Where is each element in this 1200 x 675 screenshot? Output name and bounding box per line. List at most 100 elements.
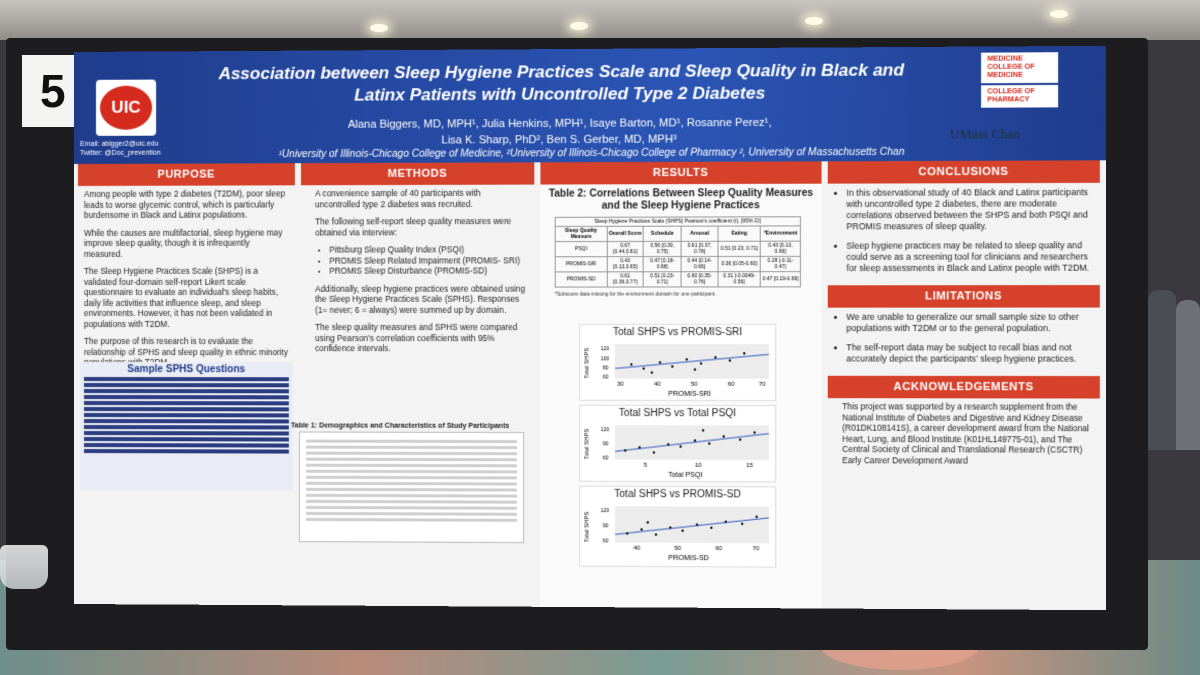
svg-text:120: 120 bbox=[601, 508, 610, 514]
scatter-plot-promis-sri: Total SHPS vs PROMIS-SRI Total SHPS 30 4… bbox=[579, 324, 776, 401]
question-row bbox=[84, 377, 289, 381]
table2-caption: Sleep Hygiene Practices Scale (SHPS) Pea… bbox=[555, 217, 800, 227]
scatter-svg: Total SHPS 30 40 50 60 70 120 100 80 60 … bbox=[580, 338, 775, 399]
sample-questions-panel: Sample SPHS Questions bbox=[80, 362, 293, 491]
table2-note: *Subscore data missing for the environme… bbox=[555, 291, 822, 297]
sample-questions-heading: Sample SPHS Questions bbox=[80, 362, 293, 375]
results-heading: RESULTS bbox=[540, 161, 821, 184]
table-row: PROMIS-SD 0.61 [0.36,0.77] 0.51 [0.23-0.7… bbox=[555, 272, 800, 287]
table2-title: Table 2: Correlations Between Sleep Qual… bbox=[540, 188, 821, 213]
svg-text:40: 40 bbox=[654, 382, 662, 388]
plot-ylabel: Total SHPS bbox=[584, 511, 590, 542]
svg-text:10: 10 bbox=[695, 463, 703, 469]
plastic-cup bbox=[0, 545, 48, 589]
question-row bbox=[84, 389, 289, 393]
table1 bbox=[299, 432, 524, 544]
svg-text:70: 70 bbox=[759, 382, 767, 388]
acknowledgements-heading: ACKNOWLEDGEMENTS bbox=[828, 376, 1100, 399]
question-row bbox=[84, 419, 289, 423]
svg-text:15: 15 bbox=[746, 463, 754, 469]
ceiling-light bbox=[1050, 10, 1068, 18]
methods-column: METHODS A convenience sample of 40 parti… bbox=[301, 162, 534, 366]
college-of-medicine-logo: MEDICINE COLLEGE OF MEDICINE bbox=[981, 52, 1058, 83]
scatter-svg: Total SHPS 5 10 15 120 90 60 Total PSQI bbox=[580, 419, 775, 480]
question-row bbox=[84, 395, 289, 399]
svg-text:40: 40 bbox=[633, 546, 641, 552]
svg-text:60: 60 bbox=[728, 382, 736, 388]
svg-text:5: 5 bbox=[644, 463, 648, 469]
plot-ylabel: Total SHPS bbox=[584, 348, 590, 379]
methods-text: A convenience sample of 40 participants … bbox=[301, 185, 534, 366]
svg-text:60: 60 bbox=[603, 375, 609, 381]
ceiling bbox=[0, 0, 1200, 40]
table-row: PROMIS-SRI 0.43 [0.13,0.65] 0.47 [0.18-0.… bbox=[555, 256, 800, 272]
plot-xlabel: PROMIS-SD bbox=[668, 555, 709, 562]
contact-info: Email: abigger2@uic.edu Twitter: @Doc_pr… bbox=[80, 140, 161, 158]
svg-text:50: 50 bbox=[691, 382, 699, 388]
poster-title: Association between Sleep Hygiene Practi… bbox=[204, 59, 918, 107]
attendee-silhouette bbox=[1176, 300, 1200, 450]
poster-affiliations: ¹University of Illinois-Chicago College … bbox=[204, 146, 981, 160]
plot-xlabel: PROMIS-SRI bbox=[668, 391, 711, 398]
uic-logo: UIC bbox=[96, 80, 156, 136]
ceiling-light bbox=[370, 24, 388, 32]
purpose-text: Among people with type 2 diabetes (T2DM)… bbox=[78, 185, 295, 379]
table1-panel: Table 1: Demographics and Characteristic… bbox=[287, 420, 530, 550]
methods-measures-list: Pittsburg Sleep Quality Index (PSQI) PRO… bbox=[315, 245, 528, 277]
question-row bbox=[84, 449, 289, 454]
plot-ylabel: Total SHPS bbox=[584, 428, 590, 459]
table1-title: Table 1: Demographics and Characteristic… bbox=[287, 420, 530, 432]
svg-text:50: 50 bbox=[674, 546, 682, 552]
ceiling-light bbox=[805, 17, 823, 25]
svg-text:30: 30 bbox=[617, 382, 625, 388]
table2: Sleep Hygiene Practices Scale (SHPS) Pea… bbox=[555, 216, 801, 287]
poster-authors: Alana Biggers, MD, MPH¹, Julia Henkins, … bbox=[204, 114, 918, 149]
purpose-column: PURPOSE Among people with type 2 diabete… bbox=[78, 163, 295, 380]
research-poster: UIC Email: abigger2@uic.edu Twitter: @Do… bbox=[74, 46, 1106, 610]
table2-header-row: Sleep Quality Measure Overall Score Sche… bbox=[555, 226, 800, 242]
contact-twitter: Twitter: @Doc_prevention bbox=[80, 149, 161, 158]
svg-text:60: 60 bbox=[603, 538, 609, 544]
question-row bbox=[84, 407, 289, 411]
question-row bbox=[84, 413, 289, 417]
plot-area bbox=[615, 506, 769, 543]
limitations-text: We are unable to generalize our small sa… bbox=[828, 308, 1100, 377]
svg-text:70: 70 bbox=[752, 546, 760, 552]
plot-title: Total SHPS vs Total PSQI bbox=[580, 408, 775, 420]
conclusions-text: In this observational study of 40 Black … bbox=[828, 183, 1100, 285]
poster-header: UIC Email: abigger2@uic.edu Twitter: @Do… bbox=[74, 46, 1106, 164]
contact-email: Email: abigger2@uic.edu bbox=[80, 140, 161, 149]
svg-text:60: 60 bbox=[715, 546, 723, 552]
svg-text:60: 60 bbox=[603, 455, 609, 461]
attendee-silhouette bbox=[1148, 290, 1176, 450]
svg-text:120: 120 bbox=[601, 427, 610, 433]
question-row bbox=[84, 443, 289, 448]
scatter-plot-promis-sd: Total SHPS vs PROMIS-SD Total SHPS 40 50… bbox=[579, 486, 776, 568]
scatter-svg: Total SHPS 40 50 60 70 120 90 60 PROMIS-… bbox=[580, 500, 775, 564]
purpose-heading: PURPOSE bbox=[78, 163, 295, 186]
booth-number: 5 bbox=[40, 65, 66, 117]
svg-text:120: 120 bbox=[601, 346, 610, 352]
table-row: PSQI 0.67 [0.44,0.81] 0.56 [0.30, 0.75] 0.… bbox=[555, 241, 800, 257]
svg-text:100: 100 bbox=[601, 356, 610, 362]
question-row bbox=[84, 431, 289, 435]
svg-text:90: 90 bbox=[603, 441, 609, 447]
college-of-pharmacy-logo: COLLEGE OF PHARMACY bbox=[981, 85, 1058, 108]
plot-xlabel: Total PSQI bbox=[668, 472, 702, 479]
question-row bbox=[84, 425, 289, 429]
scatter-plot-psqi: Total SHPS vs Total PSQI Total SHPS 5 10… bbox=[579, 405, 776, 482]
umass-logo: UMass Chan bbox=[950, 126, 1020, 143]
conclusions-heading: CONCLUSIONS bbox=[828, 160, 1100, 183]
plot-title: Total SHPS vs PROMIS-SD bbox=[580, 489, 775, 501]
limitations-heading: LIMITATIONS bbox=[828, 285, 1100, 308]
question-row bbox=[84, 437, 289, 442]
methods-heading: METHODS bbox=[301, 162, 534, 185]
acknowledgements-text: This project was supported by a research… bbox=[828, 398, 1100, 471]
svg-text:90: 90 bbox=[603, 523, 609, 529]
question-row bbox=[84, 383, 289, 387]
ceiling-light bbox=[570, 22, 588, 30]
svg-text:80: 80 bbox=[603, 365, 609, 371]
question-row bbox=[84, 401, 289, 405]
conclusions-column: CONCLUSIONS In this observational study … bbox=[828, 160, 1100, 471]
plot-title: Total SHPS vs PROMIS-SRI bbox=[580, 327, 775, 338]
